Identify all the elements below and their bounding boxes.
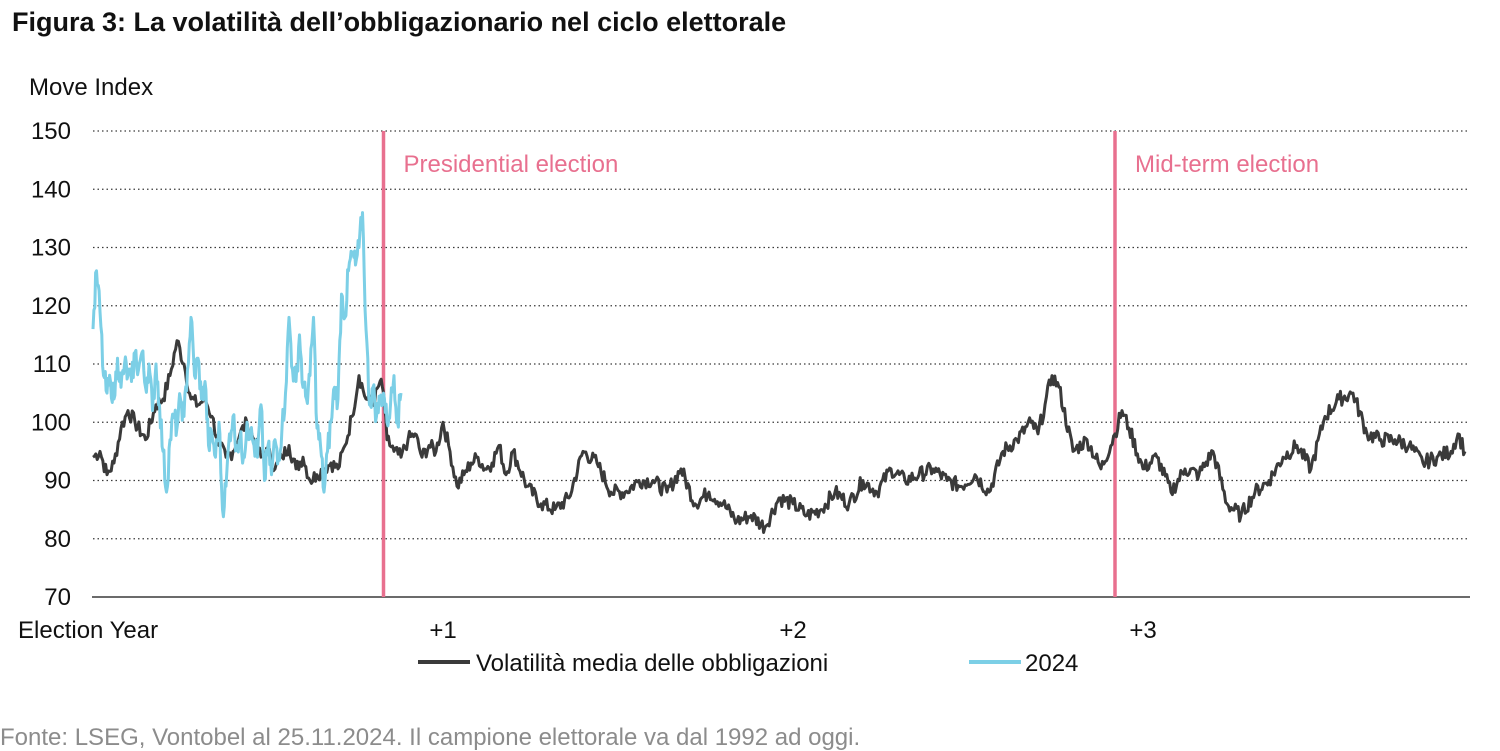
series-lines <box>91 211 1467 534</box>
series-line-1 <box>91 211 403 519</box>
legend-label-2024: 2024 <box>1025 650 1078 677</box>
election-markers: Presidential election Mid-term election <box>381 131 1319 597</box>
chart-title: Figura 3: La volatilità dell’obbligazion… <box>12 7 786 37</box>
legend: Volatilità media delle obbligazioni 2024 <box>418 650 1078 677</box>
y-tick-100: 100 <box>31 409 71 436</box>
legend-label-average: Volatilità media delle obbligazioni <box>476 650 828 677</box>
y-tick-80: 80 <box>44 526 71 553</box>
y-tick-70: 70 <box>44 584 71 611</box>
y-tick-90: 90 <box>44 468 71 495</box>
x-tick-3: +3 <box>1129 617 1156 644</box>
x-tick-0: Election Year <box>18 617 158 644</box>
y-axis-label: Move Index <box>29 74 153 101</box>
source-note: Fonte: LSEG, Vontobel al 25.11.2024. Il … <box>0 724 860 751</box>
y-tick-labels: 70 80 90 100 110 120 130 140 150 <box>31 118 71 611</box>
y-tick-150: 150 <box>31 118 71 145</box>
election-marker-label-0: Presidential election <box>404 151 619 178</box>
x-tick-1: +1 <box>429 617 456 644</box>
y-tick-110: 110 <box>33 351 71 378</box>
y-tick-140: 140 <box>31 176 71 203</box>
series-line-0 <box>92 339 1467 534</box>
x-tick-labels: Election Year +1 +2 +3 <box>18 617 1157 644</box>
election-marker-label-1: Mid-term election <box>1135 151 1319 178</box>
y-tick-120: 120 <box>31 293 71 320</box>
x-tick-2: +2 <box>779 617 806 644</box>
y-tick-130: 130 <box>31 235 71 262</box>
